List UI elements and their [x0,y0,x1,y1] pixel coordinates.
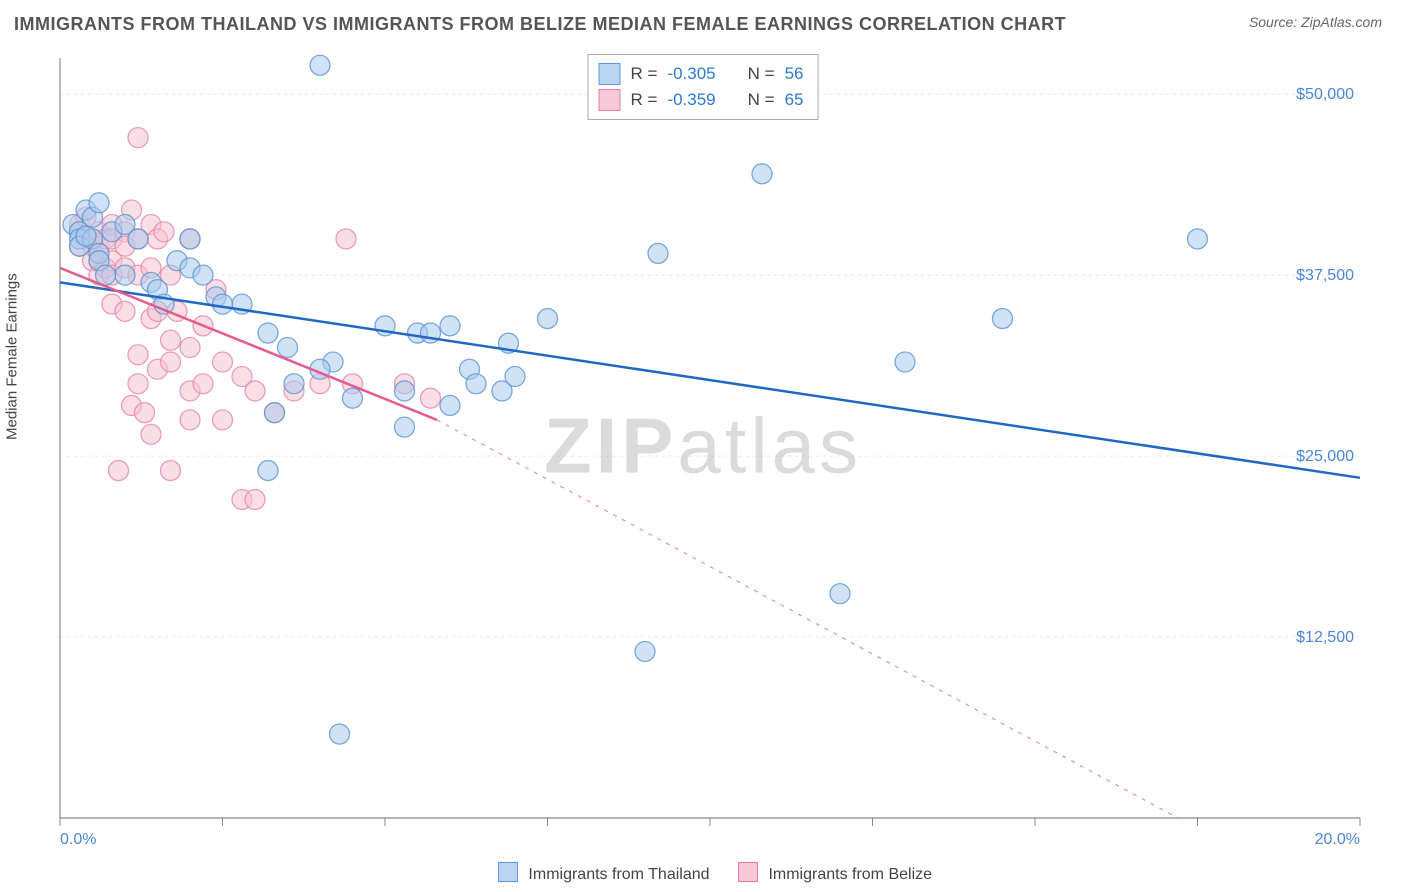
legend-bottom: Immigrants from Thailand Immigrants from… [0,862,1406,884]
legend-label-thailand: Immigrants from Thailand [528,866,709,883]
stats-row-belize: R = -0.359 N = 65 [599,87,804,113]
swatch-thailand-icon [599,63,621,85]
stats-legend-box: R = -0.305 N = 56 R = -0.359 N = 65 [588,54,819,120]
legend-label-belize: Immigrants from Belize [768,866,932,883]
svg-text:$12,500: $12,500 [1296,629,1354,646]
svg-text:$37,500: $37,500 [1296,267,1354,284]
chart-title: IMMIGRANTS FROM THAILAND VS IMMIGRANTS F… [14,14,1066,35]
swatch-belize-icon [599,89,621,111]
stats-row-thailand: R = -0.305 N = 56 [599,61,804,87]
svg-text:$50,000: $50,000 [1296,86,1354,103]
source-label: Source: ZipAtlas.com [1249,14,1382,30]
watermark-text: ZIPatlas [544,401,862,492]
svg-text:$25,000: $25,000 [1296,448,1354,465]
legend-swatch-thailand-icon [498,862,518,882]
svg-text:0.0%: 0.0% [60,831,96,848]
chart-container: IMMIGRANTS FROM THAILAND VS IMMIGRANTS F… [0,0,1406,892]
y-axis-label: Median Female Earnings [4,273,21,440]
svg-text:20.0%: 20.0% [1315,831,1360,848]
legend-swatch-belize-icon [738,862,758,882]
